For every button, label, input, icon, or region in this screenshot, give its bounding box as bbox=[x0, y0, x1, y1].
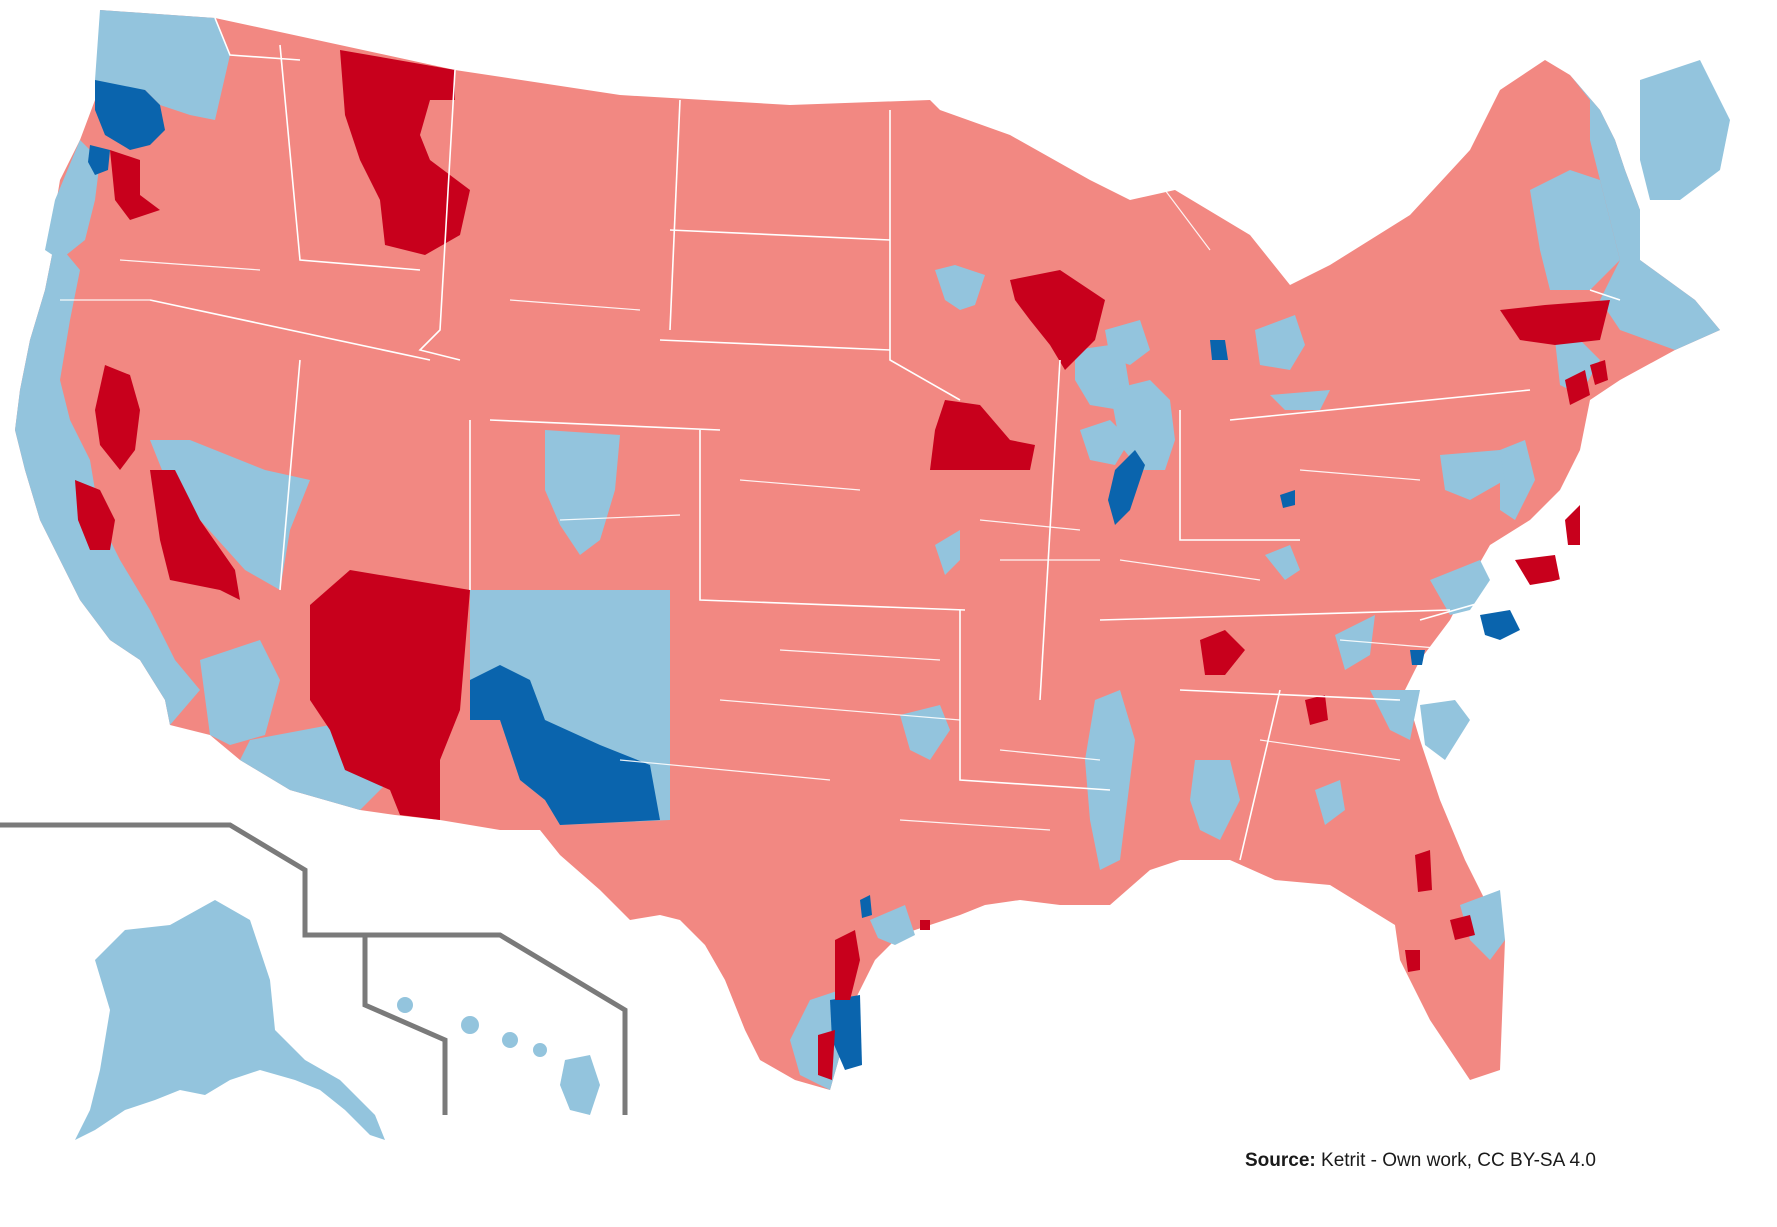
source-text: Ketrit - Own work, CC BY-SA 4.0 bbox=[1321, 1150, 1596, 1171]
state-boundaries bbox=[149, 17, 1621, 861]
strong-rep-districts bbox=[75, 50, 1610, 1080]
contiguous-us bbox=[15, 10, 1720, 1090]
hawaii bbox=[397, 997, 600, 1115]
source-label: Source: bbox=[1245, 1150, 1322, 1171]
strong-dem-districts bbox=[88, 80, 1520, 1070]
district-boundaries bbox=[60, 169, 1461, 831]
inset-frame bbox=[0, 822, 628, 1115]
source-credit: Source: Ketrit - Own work, CC BY-SA 4.0 bbox=[1245, 1150, 1596, 1172]
alaska bbox=[75, 900, 385, 1140]
